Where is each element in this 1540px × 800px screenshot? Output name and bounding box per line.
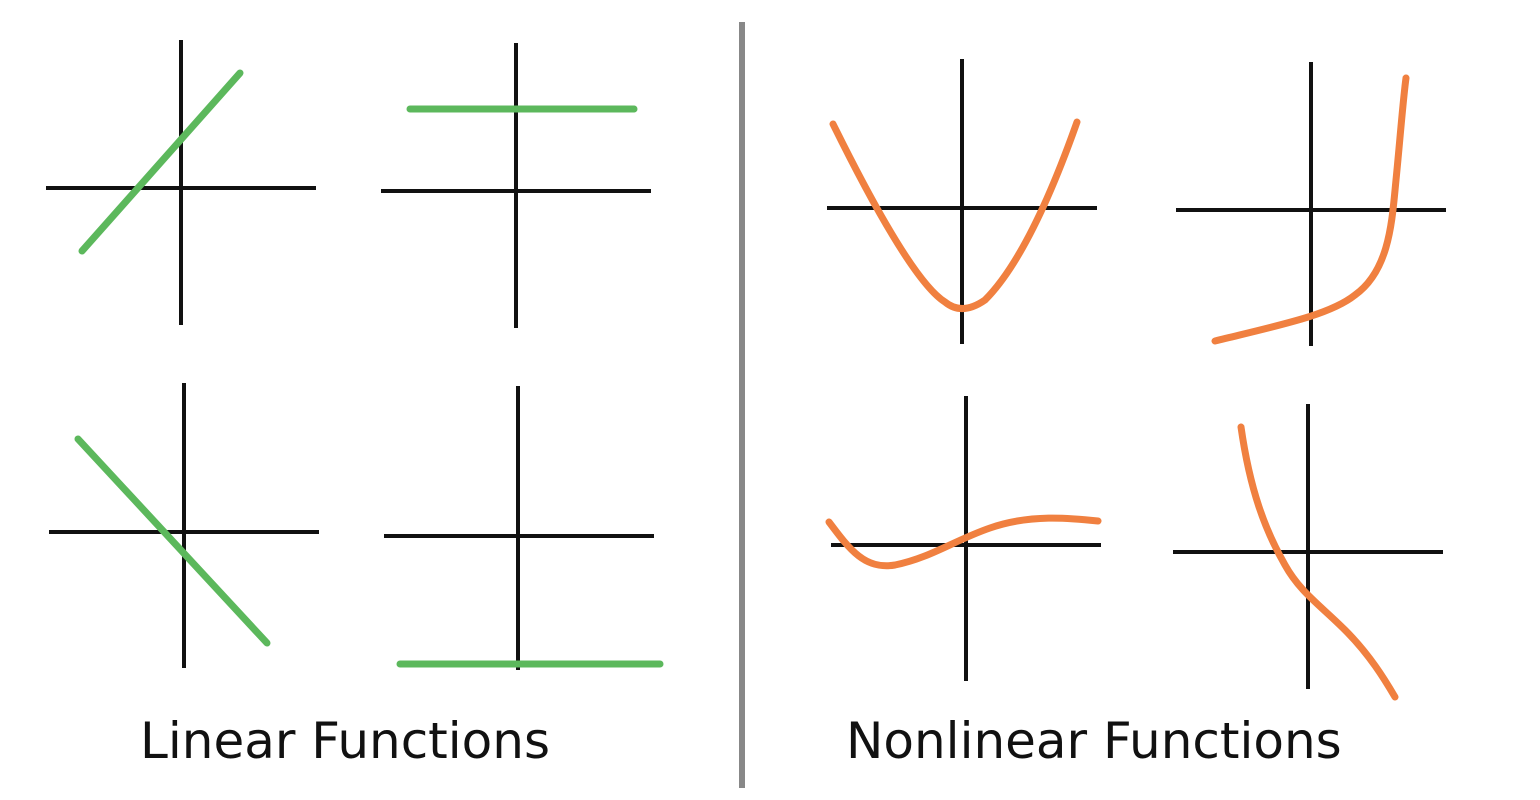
nonlinear-graph-parabola xyxy=(827,59,1097,344)
linear-functions-caption: Linear Functions xyxy=(140,712,551,770)
nonlinear-graph-decreasing-curve xyxy=(1173,404,1443,701)
linear-graph-constant-positive xyxy=(381,43,651,328)
linear-graph-increasing xyxy=(46,40,316,325)
nonlinear-functions-caption: Nonlinear Functions xyxy=(846,712,1342,770)
nonlinear-graph-exponential xyxy=(1176,62,1446,346)
increasing-line xyxy=(78,69,244,255)
cubic-curve xyxy=(825,514,1102,570)
nonlinear-graph-cubic xyxy=(825,396,1102,681)
linear-graph-constant-negative xyxy=(384,386,664,670)
parabola-curve xyxy=(829,118,1081,312)
decreasing-curve xyxy=(1237,423,1399,701)
exponential-curve xyxy=(1211,74,1410,345)
linear-graph-decreasing xyxy=(49,383,319,668)
decreasing-line xyxy=(74,435,271,647)
